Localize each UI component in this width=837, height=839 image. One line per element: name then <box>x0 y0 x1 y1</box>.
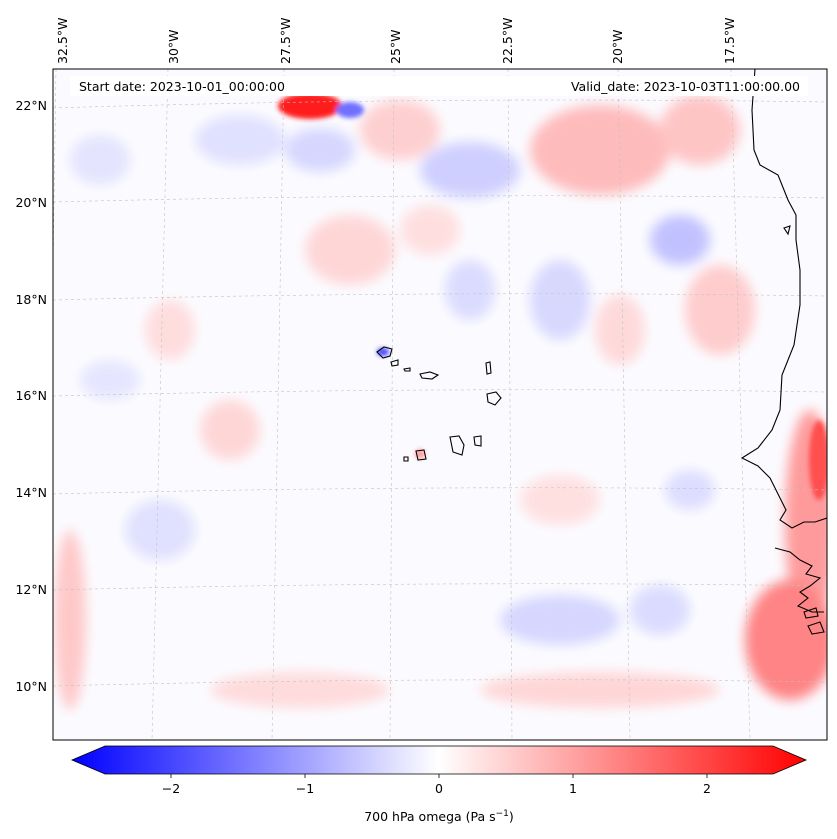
map-frame <box>52 68 828 741</box>
colorbar-tick-label: −1 <box>296 781 314 796</box>
longitude-labels: 32.5°W 30°W 27.5°W 25°W 22.5°W 20°W 17.5… <box>55 18 737 64</box>
colorbar-label: 700 hPa omega (Pa s−1) <box>364 809 514 824</box>
lat-tick-label: 14°N <box>15 485 47 500</box>
lon-tick-label: 22.5°W <box>500 18 515 64</box>
west-africa-coastline <box>740 69 827 635</box>
colorbar: −2 −1 0 1 2 700 hPa omega (Pa s−1) <box>70 745 808 824</box>
colorbar-label-main: 700 hPa omega (Pa s <box>364 809 495 824</box>
valid-date-label: Valid_date: 2023-10-03T11:00:00.00 <box>571 79 800 94</box>
map-panel <box>53 69 827 740</box>
colorbar-tick-label: 1 <box>569 781 577 796</box>
cape-verde-islands <box>376 346 502 462</box>
lat-tick-label: 12°N <box>15 582 47 597</box>
colorbar-tick-label: 0 <box>435 781 443 796</box>
colorbar-label-exponent: −1 <box>496 809 509 819</box>
lon-tick-label: 20°W <box>610 29 625 64</box>
lat-tick-label: 10°N <box>15 679 47 694</box>
lat-tick-label: 16°N <box>15 388 47 403</box>
lon-tick-label: 25°W <box>388 29 403 64</box>
lon-tick-label: 27.5°W <box>278 18 293 64</box>
lat-tick-label: 18°N <box>15 292 47 307</box>
lat-tick-label: 20°N <box>15 195 47 210</box>
lon-tick-label: 17.5°W <box>722 18 737 64</box>
colorbar-ticks <box>170 774 708 778</box>
start-date-label: Start date: 2023-10-01_00:00:00 <box>79 79 285 94</box>
colorbar-body <box>70 745 808 775</box>
date-banner <box>70 76 808 96</box>
lon-tick-label: 32.5°W <box>55 18 70 64</box>
colorbar-tick-label: 2 <box>703 781 711 796</box>
lat-tick-label: 22°N <box>15 98 47 113</box>
colorbar-tick-label: −2 <box>162 781 180 796</box>
lon-tick-label: 30°W <box>166 29 181 64</box>
colorbar-label-close: ) <box>509 809 514 824</box>
graticule <box>53 69 827 740</box>
omega-field-detail <box>278 93 827 500</box>
latitude-labels: 22°N 20°N 18°N 16°N 14°N 12°N 10°N <box>15 98 47 694</box>
omega-field <box>54 95 827 710</box>
colorbar-tick-labels: −2 −1 0 1 2 <box>162 781 711 796</box>
